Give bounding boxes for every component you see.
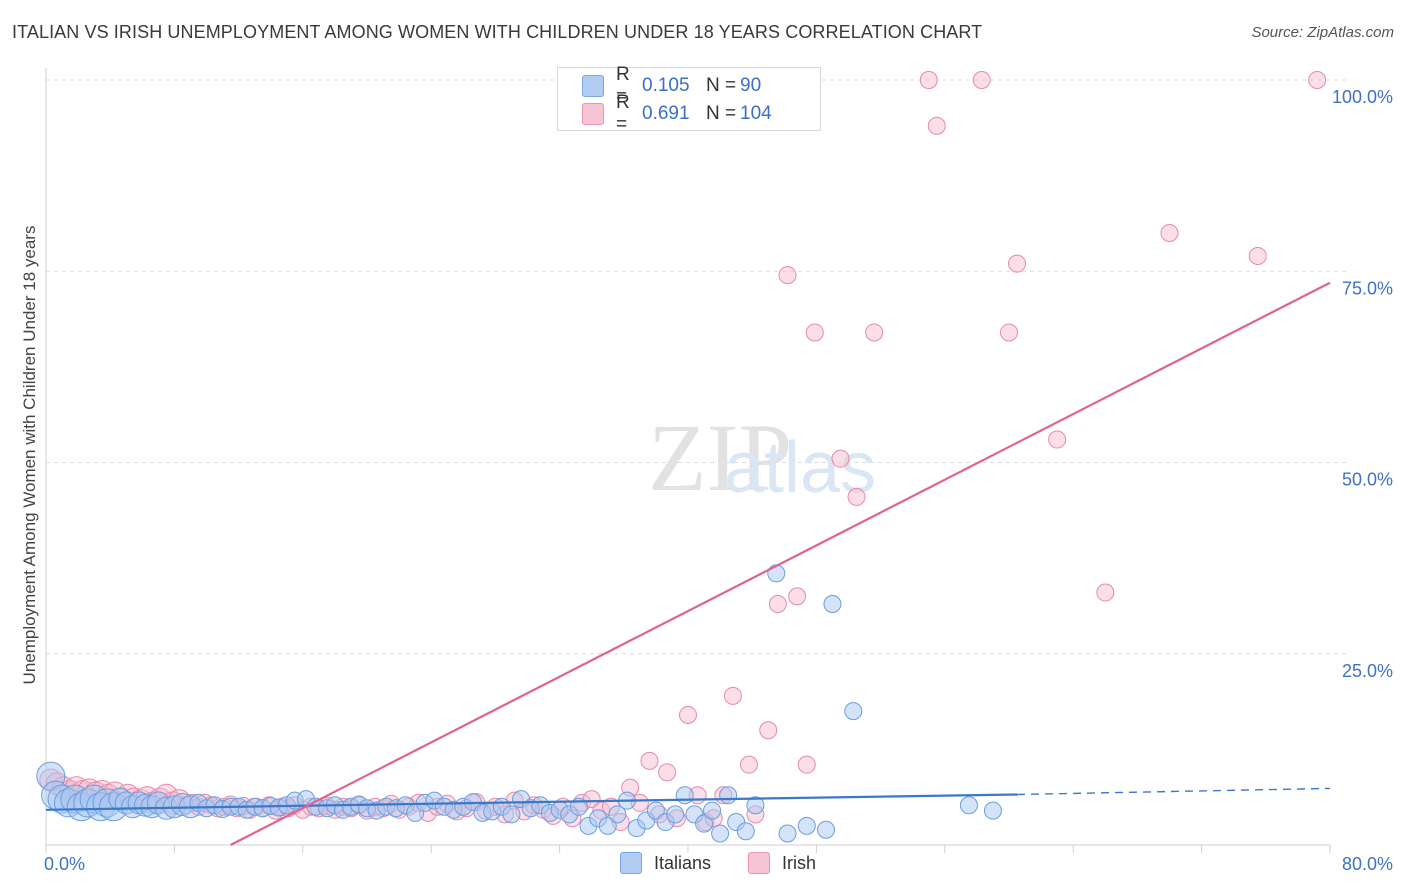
irish-point [1248, 246, 1267, 265]
r-label: R = [616, 64, 630, 107]
irish-point [972, 71, 991, 89]
italians-trendline [45, 793, 1018, 811]
irish-point [805, 323, 824, 342]
y-tick-label: 75.0% [1342, 278, 1393, 298]
legend-item-italians[interactable]: Italians [620, 852, 711, 874]
italians-swatch [582, 75, 604, 97]
italians-point [823, 595, 842, 614]
irish-point [919, 71, 938, 89]
irish-point [739, 755, 758, 774]
y-tick-label: 25.0% [1342, 661, 1393, 681]
italians-point [703, 801, 722, 820]
r-value-italians: 0.105 [642, 75, 690, 96]
irish-point [847, 487, 866, 506]
italians-point [646, 801, 665, 820]
stats-box: R = 0.105 N = 90 R = 0.691 N = 104 [557, 64, 821, 135]
stats-row-irish: R = 0.691 N = 104 [582, 92, 772, 135]
legend-label-irish: Irish [782, 852, 817, 873]
italians-point [746, 796, 765, 815]
irish-point [1160, 224, 1179, 242]
irish-point [1308, 71, 1327, 89]
italians-point [817, 820, 836, 839]
axes [45, 68, 1331, 853]
italians-point [502, 805, 521, 824]
irish-point [759, 721, 778, 740]
irish-point [788, 587, 807, 606]
stats-row-italians: R = 0.105 N = 90 [582, 64, 762, 107]
chart-title: ITALIAN VS IRISH UNEMPLOYMENT AMONG WOME… [12, 22, 983, 42]
irish-point [768, 595, 787, 614]
legend-label-italians: Italians [654, 852, 712, 873]
irish-point [640, 751, 659, 770]
italians-point [608, 805, 627, 824]
italians-point [797, 816, 816, 835]
legend: Italians Irish [0, 852, 1406, 876]
irish-point [831, 449, 850, 468]
italians-point [666, 805, 685, 824]
irish-point [1048, 430, 1067, 449]
italians-points [36, 564, 1002, 843]
irish-point [1000, 323, 1018, 342]
irish-point [927, 116, 946, 135]
italians-point [719, 786, 738, 805]
source-credit: Source: ZipAtlas.com [1251, 24, 1394, 41]
r-value-irish: 0.691 [642, 103, 690, 124]
x-tick-label: 80.0% [1342, 854, 1393, 874]
n-value-irish: 104 [740, 103, 772, 124]
watermark-zip: ZIP [648, 404, 792, 511]
irish-trendline [230, 281, 1331, 846]
italians-point [598, 816, 617, 835]
tick-labels: 25.0% 50.0% 75.0% 100.0% 0.0% 80.0% [44, 87, 1393, 874]
gridlines [46, 79, 1350, 655]
italians-point [675, 786, 694, 805]
n-label: N = [706, 103, 737, 124]
italians-point [767, 564, 786, 583]
r-label: R = [616, 92, 630, 135]
italians-trendline-extension [1017, 787, 1331, 796]
n-label: N = [706, 75, 737, 96]
italians-point [778, 824, 797, 843]
italians-swatch [620, 852, 642, 874]
irish-point [865, 323, 884, 342]
irish-swatch [748, 852, 770, 874]
italians-point [695, 814, 714, 833]
irish-point [778, 266, 797, 285]
irish-point [1008, 254, 1027, 273]
irish-point [679, 705, 697, 724]
irish-swatch [582, 103, 604, 125]
n-value-italians: 90 [740, 75, 762, 96]
irish-point [723, 686, 742, 705]
irish-point [797, 755, 816, 774]
italians-point [959, 796, 978, 815]
italians-point [711, 824, 730, 843]
italians-point [736, 822, 755, 841]
italians-point [844, 702, 863, 721]
trendlines [45, 281, 1331, 846]
y-tick-label: 50.0% [1342, 470, 1393, 490]
legend-item-irish[interactable]: Irish [748, 852, 816, 874]
x-tick-label: 0.0% [44, 854, 85, 874]
irish-point [1096, 583, 1115, 602]
irish-point [658, 763, 677, 782]
italians-point [983, 801, 1002, 820]
y-tick-label: 100.0% [1332, 87, 1393, 107]
